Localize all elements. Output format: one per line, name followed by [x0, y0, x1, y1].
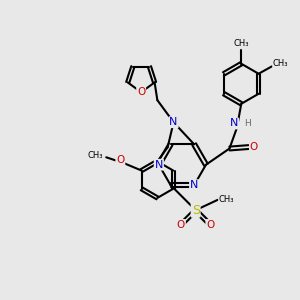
Text: N: N [154, 160, 163, 170]
Text: H: H [244, 119, 250, 128]
Text: O: O [137, 87, 145, 97]
Text: O: O [206, 220, 214, 230]
Text: N: N [230, 118, 238, 128]
Text: CH₃: CH₃ [273, 59, 289, 68]
Text: O: O [250, 142, 258, 152]
Text: CH₃: CH₃ [219, 195, 234, 204]
Text: O: O [116, 155, 124, 165]
Text: O: O [177, 220, 185, 230]
Text: N: N [169, 117, 178, 127]
Text: N: N [190, 180, 198, 190]
Text: S: S [192, 204, 200, 217]
Text: CH₃: CH₃ [233, 39, 249, 48]
Text: CH₃: CH₃ [87, 151, 103, 160]
